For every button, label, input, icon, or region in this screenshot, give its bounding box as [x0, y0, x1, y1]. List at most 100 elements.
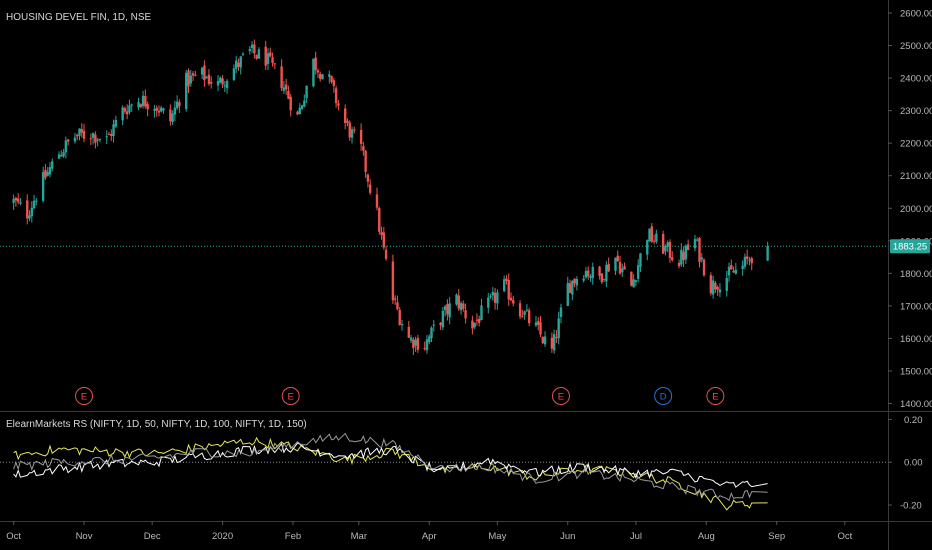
candle-body	[518, 303, 522, 317]
price-axis-tick-label: 1500.00	[900, 366, 932, 377]
candle-body	[537, 321, 540, 325]
candle-body	[700, 257, 703, 260]
candle-body	[600, 273, 604, 283]
candle-body	[457, 295, 460, 309]
candle-body	[96, 139, 99, 141]
price-axis-tick-label: 1700.00	[900, 301, 932, 312]
candle-body	[178, 102, 181, 107]
candle-body	[487, 297, 490, 308]
candle-body	[319, 73, 322, 79]
candle-body	[618, 262, 622, 274]
price-axis-tick-label: 2500.00	[900, 41, 932, 52]
indicator-series-line-2	[13, 442, 768, 488]
candle-body	[146, 104, 149, 110]
candle-body	[714, 282, 717, 290]
candle-body	[582, 278, 585, 281]
dividend-marker[interactable]	[654, 387, 673, 405]
candle-body	[473, 322, 476, 328]
candle-body	[541, 336, 544, 344]
earnings-marker[interactable]	[75, 387, 94, 405]
candle-body	[316, 70, 320, 73]
earnings-marker[interactable]	[551, 387, 570, 405]
candle-body	[448, 303, 451, 318]
candle-body	[661, 234, 665, 254]
candle-body	[557, 318, 560, 339]
candle-body	[716, 286, 719, 290]
candle-body	[439, 322, 442, 326]
candle-body	[505, 278, 508, 281]
candle-body	[709, 275, 713, 294]
price-axis-tick-label: 2100.00	[900, 171, 932, 182]
candle-body	[321, 74, 324, 80]
candle-body	[296, 111, 299, 115]
candle-body	[382, 232, 386, 248]
candle-body	[139, 104, 143, 108]
candle-body	[696, 239, 699, 241]
candle-body	[269, 52, 272, 57]
candle-body	[686, 244, 690, 251]
candle-body	[591, 266, 594, 279]
candle-body	[684, 245, 688, 260]
candle-body	[634, 280, 638, 282]
last-price-value: 1883.25	[893, 242, 927, 253]
candle-body	[539, 322, 542, 335]
candle-body	[73, 137, 77, 142]
candle-body	[191, 73, 195, 76]
candle-body	[428, 336, 431, 343]
candle-body	[605, 265, 608, 282]
candle-body	[121, 107, 124, 121]
candle-body	[362, 146, 365, 151]
candle-body	[655, 233, 658, 242]
candle-body	[423, 348, 426, 350]
candle-body	[32, 200, 36, 209]
earnings-marker[interactable]	[281, 387, 300, 405]
candle-body	[671, 257, 674, 261]
candle-body	[568, 283, 572, 293]
candle-body	[471, 320, 474, 329]
earnings-marker-label: E	[288, 392, 294, 403]
last-price-label: 1883.25	[890, 239, 930, 254]
candle-body	[409, 337, 413, 341]
candle-body	[107, 134, 111, 136]
candle-body	[432, 324, 435, 326]
earnings-marker[interactable]	[706, 387, 725, 405]
price-axis-tick-label: 1600.00	[900, 334, 932, 345]
candle-body	[89, 138, 93, 140]
candle-body	[14, 197, 18, 201]
candle-body	[693, 239, 697, 249]
candle-body	[416, 338, 420, 350]
candle-body	[200, 67, 204, 75]
candle-body	[443, 306, 447, 311]
price-pane[interactable]: E E E D E HOUSING DEVEL FIN, 1D, NSE	[0, 12, 888, 405]
candle-body	[266, 53, 270, 64]
candle-body	[300, 105, 304, 110]
time-axis-label: Oct	[6, 531, 21, 542]
candle-body	[210, 81, 213, 84]
candle-body	[734, 269, 738, 274]
candle-body	[602, 278, 606, 280]
candle-body	[393, 298, 397, 300]
time-axis[interactable]: Oct Nov Dec 2020 Feb Mar Apr May Jun Jul Aug Sep Oct	[6, 521, 853, 542]
candle-body	[718, 289, 722, 293]
candle-body	[745, 256, 749, 259]
candle-body	[232, 68, 236, 81]
candle-body	[523, 311, 526, 316]
candle-body	[60, 155, 63, 157]
candle-body	[407, 326, 410, 338]
candle-body	[573, 278, 576, 284]
candle-body	[219, 77, 222, 83]
candle-body	[114, 119, 118, 127]
indicator-pane[interactable]: ElearnMarkets RS (NIFTY, 1D, 50, NIFTY, …	[0, 419, 888, 511]
candle-body	[725, 278, 728, 291]
candle-body	[155, 107, 158, 111]
indicator-axis[interactable]: 0.20 0.00 -0.20	[888, 415, 923, 512]
candle-body	[380, 231, 383, 236]
candle-body	[250, 44, 254, 49]
candle-body	[332, 80, 336, 86]
price-axis-tick-label: 1800.00	[900, 269, 932, 280]
indicator-series-line-3	[13, 432, 768, 502]
candle-body	[207, 74, 211, 84]
candle-body	[194, 74, 197, 76]
